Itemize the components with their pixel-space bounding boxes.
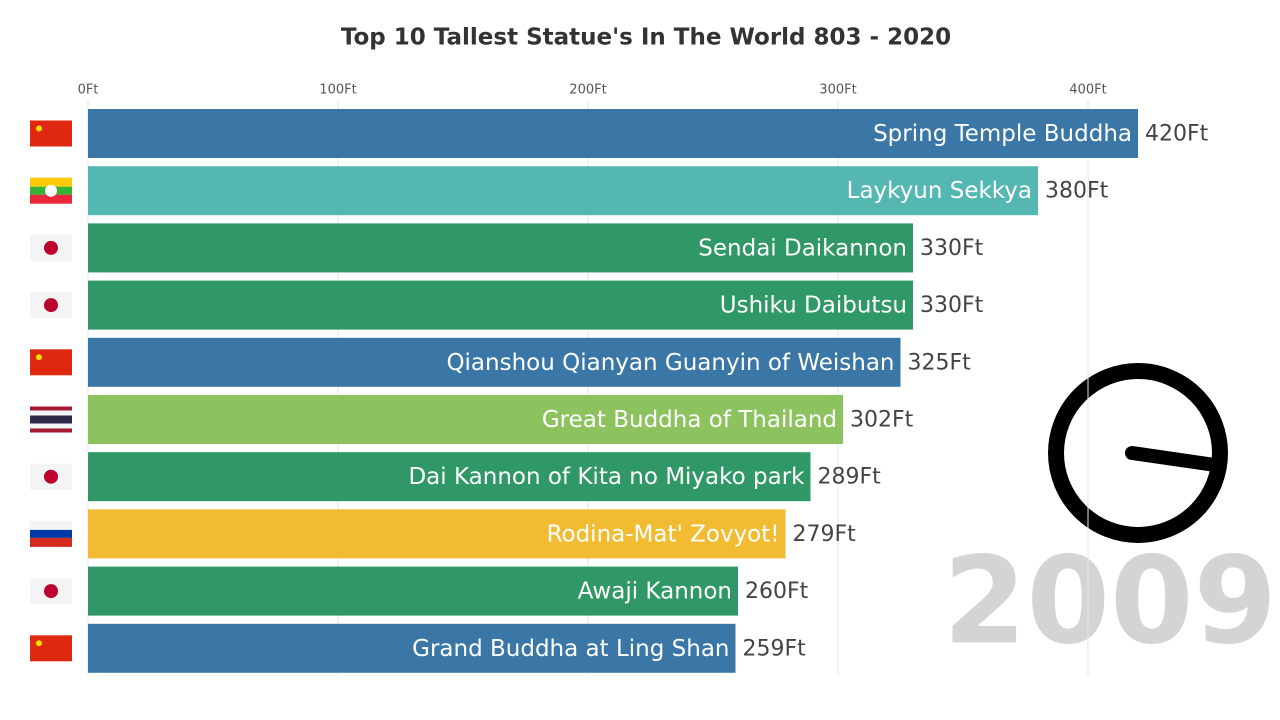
bar: [88, 166, 1038, 216]
flag-part: [30, 194, 72, 204]
value-label: 279Ft: [793, 522, 857, 547]
bar-name: Awaji Kannon: [578, 579, 732, 605]
bar: [88, 109, 1138, 158]
flag-part: [30, 635, 72, 662]
value-label: 380Ft: [1045, 179, 1109, 204]
flag-part: [30, 529, 72, 538]
flag-part: [36, 354, 42, 361]
value-label: 289Ft: [818, 465, 882, 490]
flag-part: [30, 520, 72, 530]
bar: [88, 452, 811, 502]
flag-part: [44, 584, 58, 599]
bar: [88, 509, 786, 559]
bar-name: Laykyun Sekkya: [847, 178, 1032, 204]
flag-part: [44, 469, 58, 484]
bar-name: Spring Temple Buddha: [873, 121, 1132, 147]
flag-part: [30, 537, 72, 547]
x-tick-label: 0Ft: [78, 83, 99, 98]
value-label: 330Ft: [920, 236, 984, 261]
x-tick-label: 100Ft: [319, 83, 356, 98]
bar-name: Great Buddha of Thailand: [542, 407, 837, 433]
value-label: 302Ft: [850, 408, 914, 433]
value-label: 330Ft: [920, 293, 984, 318]
flag-part: [30, 349, 72, 376]
x-tick-label: 400Ft: [1069, 83, 1106, 98]
bar: [88, 223, 913, 273]
flag-part: [30, 177, 72, 187]
flag-part: [30, 415, 72, 424]
flag-part: [44, 298, 58, 313]
bar: [88, 623, 736, 673]
bar-name: Sendai Daikannon: [698, 235, 907, 261]
bar-name: Grand Buddha at Ling Shan: [412, 636, 729, 662]
x-tick-label: 200Ft: [569, 83, 606, 98]
value-label: 259Ft: [743, 636, 807, 661]
flag-part: [36, 640, 42, 647]
value-label: 260Ft: [745, 579, 809, 604]
flag-part: [44, 240, 58, 255]
bar: [88, 280, 913, 330]
year-label: 2009: [943, 533, 1277, 672]
bar-name: Ushiku Daibutsu: [720, 293, 907, 319]
bar-name: Dai Kannon of Kita no Miyako park: [408, 464, 805, 490]
value-label: 420Ft: [1145, 122, 1209, 147]
value-label: 325Ft: [908, 350, 972, 375]
flag-part: [45, 184, 57, 197]
bar: [88, 566, 738, 616]
flag-part: [30, 120, 72, 147]
chart-title: Top 10 Tallest Statue's In The World 803…: [341, 25, 951, 51]
clock-icon: [1048, 363, 1228, 543]
bar: [88, 337, 901, 387]
bar-name: Rodina-Mat' Zovyot!: [547, 521, 780, 547]
flags: [30, 120, 72, 662]
bar-name: Qianshou Qianyan Guanyin of Weishan: [446, 350, 894, 376]
bar: [88, 395, 843, 444]
flag-part: [36, 125, 42, 132]
x-tick-label: 300Ft: [819, 83, 856, 98]
